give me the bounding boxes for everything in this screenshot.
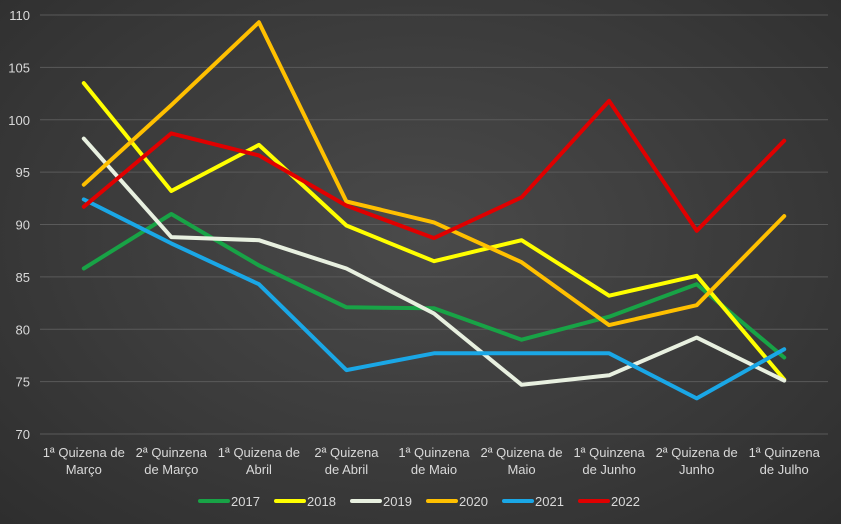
legend-item-2017: 2017 [198, 494, 260, 509]
legend-label: 2020 [459, 494, 488, 509]
legend-item-2019: 2019 [350, 494, 412, 509]
legend-item-2021: 2021 [502, 494, 564, 509]
legend: 2017 2018 2019 2020 2021 2022 [198, 494, 640, 509]
legend-label: 2022 [611, 494, 640, 509]
x-tick-label: 1ª Quizena de Abril [218, 445, 300, 477]
x-tick-label: 1ª Quinzena de Junho [573, 445, 645, 477]
legend-label: 2018 [307, 494, 336, 509]
y-axis-ticks: 70 75 80 85 90 95 100 105 110 [8, 8, 30, 442]
legend-item-2022: 2022 [578, 494, 640, 509]
x-tick-label: 1ª Quinzena de Maio [398, 445, 470, 477]
series-line-2022 [81, 98, 787, 241]
series-line-2019 [81, 136, 787, 387]
x-axis-ticks: 1ª Quizena de Março 2ª Quinzena de Março 1ª … [43, 445, 821, 477]
y-tick-label: 85 [16, 270, 30, 285]
x-tick-label: 1ª Quizena de Março [43, 445, 125, 477]
series-line-2021 [81, 197, 787, 401]
x-tick-label: 2ª Quinzena de Março [136, 445, 208, 477]
y-tick-label: 70 [16, 427, 30, 442]
y-tick-label: 105 [8, 60, 30, 75]
legend-label: 2021 [535, 494, 564, 509]
y-tick-label: 110 [9, 8, 30, 23]
legend-label: 2019 [383, 494, 412, 509]
x-tick-label: 1ª Quinzena de Julho [749, 445, 821, 477]
x-tick-label: 2ª Quizena de Junho [656, 445, 738, 477]
legend-item-2018: 2018 [274, 494, 336, 509]
series-lines [81, 20, 787, 401]
x-tick-label: 2ª Quizena de Abril [314, 445, 379, 477]
series-line-2018 [81, 81, 787, 382]
series-line-2020 [81, 20, 787, 328]
y-tick-label: 95 [16, 165, 30, 180]
y-tick-label: 100 [8, 113, 30, 128]
series-line-2017 [81, 212, 787, 360]
x-tick-label: 2ª Quizena de Maio [480, 445, 562, 477]
legend-label: 2017 [231, 494, 260, 509]
y-tick-label: 80 [16, 322, 30, 337]
y-tick-label: 75 [16, 375, 30, 390]
legend-item-2020: 2020 [426, 494, 488, 509]
y-tick-label: 90 [16, 218, 30, 233]
